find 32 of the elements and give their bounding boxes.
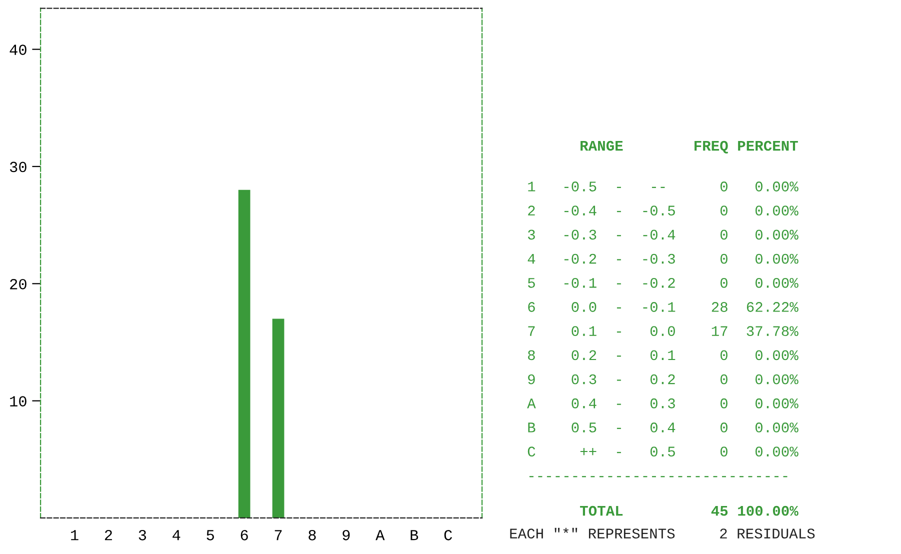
y-tick-label: 20 bbox=[10, 278, 26, 290]
x-tick-label: B bbox=[410, 530, 418, 540]
x-tick-label: 6 bbox=[240, 530, 248, 540]
text: C ++ - 0.5 0 0.00% bbox=[528, 446, 798, 457]
y-tick-label: 40 bbox=[10, 44, 26, 56]
y-tick-label: 10 bbox=[10, 396, 26, 407]
text: EACH "*" REPRESENTS 2 RESIDUALS bbox=[510, 528, 815, 539]
text: 4 -0.2 - -0.3 0 0.00% bbox=[528, 254, 798, 264]
x-tick-label: 7 bbox=[274, 530, 282, 540]
text: ------------------------------ bbox=[529, 476, 788, 478]
x-tick-label: 8 bbox=[308, 530, 316, 540]
y-tick-label: 30 bbox=[10, 162, 26, 172]
text: TOTAL 45 100.00% bbox=[580, 506, 798, 516]
text: 2 -0.4 - -0.5 0 0.00% bbox=[528, 206, 798, 216]
text: 3 -0.3 - -0.4 0 0.00% bbox=[528, 230, 798, 240]
x-tick-label: 3 bbox=[138, 530, 146, 540]
text: 6 0.0 - -0.1 28 62.22% bbox=[528, 302, 798, 312]
text: 8 0.2 - 0.1 0 0.00% bbox=[528, 350, 798, 360]
x-tick-label: 5 bbox=[206, 530, 214, 540]
x-tick-label: 2 bbox=[104, 530, 112, 540]
text: 9 0.3 - 0.2 0 0.00% bbox=[528, 374, 798, 384]
x-tick-label: A bbox=[376, 530, 385, 540]
text: A 0.4 - 0.3 0 0.00% bbox=[527, 398, 798, 408]
text: 1 -0.5 - -- 0 0.00% bbox=[528, 182, 798, 192]
text: 7 0.1 - 0.0 17 37.78% bbox=[528, 326, 798, 336]
x-tick-label: C bbox=[444, 530, 452, 540]
text: 5 -0.1 - -0.2 0 0.00% bbox=[528, 278, 798, 288]
x-tick-label: 4 bbox=[172, 530, 180, 540]
x-tick-label: 1 bbox=[71, 530, 78, 540]
x-tick-label: 9 bbox=[342, 530, 350, 540]
text: B 0.5 - 0.4 0 0.00% bbox=[528, 422, 798, 432]
text: RANGE FREQ PERCENT bbox=[580, 140, 798, 154]
